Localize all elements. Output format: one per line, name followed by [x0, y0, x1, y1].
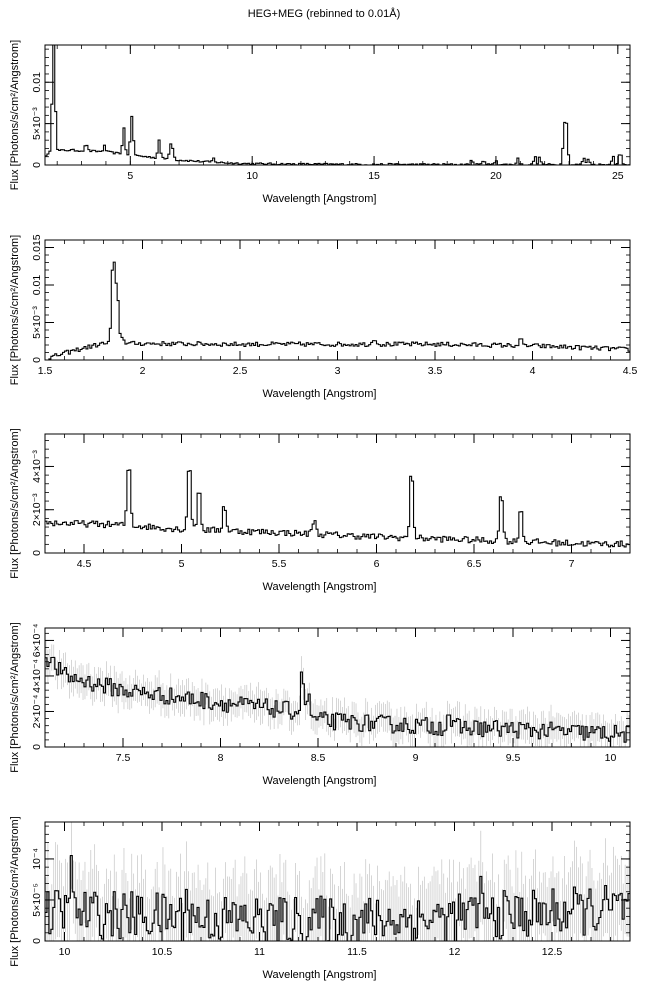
x-tick-label: 10 — [605, 752, 617, 764]
x-tick-label: 7.5 — [116, 752, 131, 764]
spectrum-line — [45, 469, 630, 548]
panel-1: 5 10 15 20 25 0 5×10⁻³ 0.01 Wavelength [Angstrom… — [9, 40, 631, 205]
x-tick-label: 8 — [218, 752, 224, 764]
panel-2: 1.5 2 2.5 3 3.5 4 4.5 0 5×10⁻³ 0.01 0.015 Wavelengt… — [9, 234, 637, 400]
x-tick-label: 2.5 — [233, 365, 248, 377]
y-tick-label: 0 — [31, 744, 43, 750]
x-tick-label: 9 — [413, 752, 419, 764]
y-tick-label: 0.01 — [31, 275, 43, 296]
x-tick-label: 7 — [569, 558, 575, 570]
x-axis-label: Wavelength [Angstrom] — [263, 581, 377, 593]
x-axis-label: Wavelength [Angstrom] — [263, 969, 377, 981]
x-tick-label: 10 — [59, 946, 71, 958]
y-axis-label: Flux [Photons/s/cm²/Angstrom] — [9, 816, 21, 966]
y-tick-label: 10⁻⁴ — [31, 848, 43, 870]
x-axis-label: Wavelength [Angstrom] — [263, 388, 377, 400]
x-tick-label: 25 — [612, 170, 624, 182]
x-axis-label: Wavelength [Angstrom] — [263, 193, 377, 205]
y-tick-label: 5×10⁻⁵ — [31, 883, 43, 917]
x-tick-label: 11 — [254, 946, 265, 958]
x-tick-label: 12.5 — [542, 946, 563, 958]
spectrum-line — [45, 261, 630, 361]
x-tick-label: 4 — [530, 365, 536, 377]
y-tick-label: 0 — [31, 357, 43, 363]
x-tick-label: 3.5 — [428, 365, 443, 377]
panel-5: 10 10.5 11 11.5 12 12.5 0 5×10⁻⁵ 10⁻⁴ Wavelength … — [9, 816, 631, 981]
panel-3: 4.5 5 5.5 6 6.5 7 0 2×10⁻³ 4×10⁻³ Wavelength [Ang… — [9, 428, 631, 593]
x-tick-label: 2 — [140, 365, 146, 377]
x-tick-label: 4.5 — [623, 365, 638, 377]
y-tick-label: 0 — [31, 162, 43, 168]
plot-frame — [44, 44, 631, 166]
y-tick-label: 2×10⁻³ — [31, 493, 43, 526]
x-tick-label: 12 — [449, 946, 461, 958]
x-tick-label: 20 — [490, 170, 502, 182]
x-tick-label: 6.5 — [467, 558, 482, 570]
panel-4: 7.5 8 8.5 9 9.5 10 0 2×10⁻⁴ 4×10⁻⁴6×10⁻⁴ Waveleng… — [9, 622, 631, 787]
x-tick-label: 10.5 — [152, 946, 173, 958]
x-tick-label: 5 — [179, 558, 185, 570]
y-tick-label: 0.015 — [31, 234, 43, 260]
x-tick-label: 9.5 — [506, 752, 521, 764]
x-tick-label: 5 — [127, 170, 133, 182]
x-tick-label: 11.5 — [347, 946, 367, 958]
y-tick-label: 5×10⁻³ — [31, 107, 43, 140]
page-title: HEG+MEG (rebinned to 0.01Å) — [247, 8, 401, 20]
x-tick-label: 1.5 — [38, 365, 53, 377]
x-axis-label: Wavelength [Angstrom] — [263, 775, 377, 787]
y-tick-label: 6×10⁻⁴ — [31, 624, 43, 658]
x-tick-label: 3 — [335, 365, 341, 377]
y-tick-label: 4×10⁻⁴ — [31, 659, 43, 693]
x-tick-label: 10 — [246, 170, 258, 182]
y-tick-label: 0 — [31, 938, 43, 944]
spectrum-line — [45, 656, 630, 743]
y-tick-label: 2×10⁻⁴ — [31, 695, 43, 729]
y-axis-label: Flux [Photons/s/cm²/Angstrom] — [9, 428, 21, 578]
spectrum-line — [45, 44, 630, 166]
x-tick-label: 5.5 — [272, 558, 287, 570]
x-tick-label: 8.5 — [311, 752, 326, 764]
y-tick-label: 0.01 — [31, 72, 43, 93]
y-tick-label: 0 — [31, 550, 43, 556]
x-tick-label: 15 — [368, 170, 380, 182]
error-bars — [45, 640, 630, 747]
x-tick-label: 4.5 — [77, 558, 92, 570]
y-tick-label: 4×10⁻³ — [31, 450, 43, 483]
y-tick-label: 5×10⁻³ — [31, 306, 43, 339]
error-bars — [45, 822, 630, 941]
y-axis-label: Flux [Photons/s/cm²/Angstrom] — [9, 622, 21, 772]
spectrum-line — [45, 855, 630, 942]
y-axis-label: Flux [Photons/s/cm²/Angstrom] — [9, 235, 21, 385]
y-axis-label: Flux [Photons/s/cm²/Angstrom] — [9, 40, 21, 190]
x-tick-label: 6 — [374, 558, 380, 570]
